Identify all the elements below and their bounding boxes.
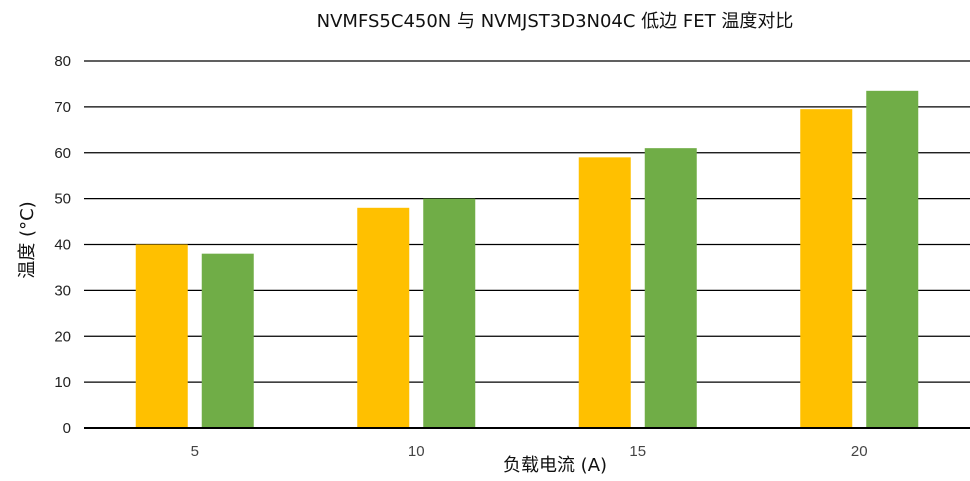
y-axis-title: 温度 (°C) [17,201,38,278]
y-tick-label: 70 [54,99,71,116]
y-tick-label: 80 [54,53,71,70]
y-tick-label: 10 [54,374,71,391]
chart-title: NVMFS5C450N 与 NVMJST3D3N04C 低边 FET 温度对比 [317,11,794,32]
x-tick-label: 5 [191,443,199,460]
bar-series-2-15 [644,148,697,428]
bar-series-2-20 [866,90,919,428]
bar-series-1-5 [135,244,188,428]
x-tick-label: 10 [408,443,425,460]
y-tick-label: 50 [54,191,71,208]
y-tick-label: 0 [63,420,71,437]
x-tick-label: 15 [629,443,646,460]
bars [135,90,919,428]
y-tick-label: 60 [54,145,71,162]
x-axis-title: 负载电流 (A) [503,455,607,476]
y-tick-label: 30 [54,282,71,299]
bar-series-2-5 [201,253,254,428]
bar-series-1-10 [357,207,410,428]
y-tick-labels: 0 10 20 30 40 50 60 70 80 [54,53,71,437]
bar-series-1-15 [578,157,631,428]
bar-series-2-10 [423,198,476,428]
y-tick-label: 20 [54,328,71,345]
x-tick-labels: 5 10 15 20 [191,443,868,460]
x-tick-label: 20 [851,443,868,460]
y-tick-label: 40 [54,237,71,254]
bar-series-1-20 [800,109,853,428]
